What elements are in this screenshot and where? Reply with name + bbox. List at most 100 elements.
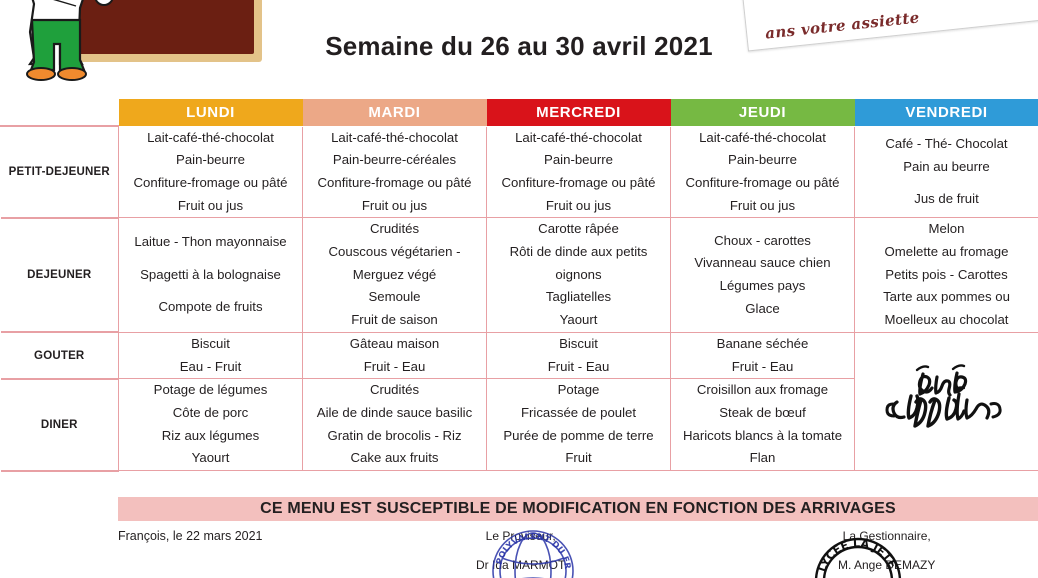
menu-item-line: Côte de porc [119,402,302,425]
footer: François, le 22 mars 2021 Le Proviseur, … [0,524,1038,576]
modification-notice: CE MENU EST SUSCEPTIBLE DE MODIFICATION … [118,497,1038,521]
menu-item-line: Banane séchée [671,333,854,356]
menu-item-line: Jus de fruit [855,188,1038,211]
menu-item-line [119,286,302,296]
meal-label-diner: DINER [1,379,119,471]
menu-item-line: Croisillon aux fromage [671,379,854,402]
menu-item-line: Yaourt [487,309,670,332]
day-header-lundi: LUNDI [119,99,303,127]
menu-item-line: Confiture-fromage ou pâté [303,172,486,195]
menu-item-line [855,178,1038,188]
meal-label-gouter: GOUTER [1,332,119,378]
day-header-mercredi: MERCREDI [487,99,671,127]
menu-item-line: Compote de fruits [119,296,302,319]
gestionnaire-name: M. Ange DEMAZY [838,558,935,572]
menu-item-line: Cake aux fruits [303,447,486,470]
signature-block-proviseur: Le Proviseur, Dr Ida MARMOT [476,529,565,572]
menu-item-line: Melon [855,218,1038,241]
menu-item-line: Purée de pomme de terre [487,425,670,448]
menu-item-line: Crudités [303,218,486,241]
menu-item-line: Moelleux au chocolat [855,309,1038,332]
menu-item-line: Potage de légumes [119,379,302,402]
menu-item-line: Tagliatelles [487,286,670,309]
menu-item-line: Légumes pays [671,275,854,298]
menu-item-line: Fruit de saison [303,309,486,332]
menu-item-line [119,254,302,264]
proviseur-name: Dr Ida MARMOT [476,558,565,572]
meal-label-dejeuner: DEJEUNER [1,218,119,333]
menu-item-line: Choux - carottes [671,230,854,253]
menu-item-line: Merguez végé [303,264,486,287]
proviseur-role: Le Proviseur, [486,529,556,543]
menu-item-line: Pain-beurre [487,149,670,172]
page-title: Semaine du 26 au 30 avril 2021 [0,31,1038,62]
menu-item-line: Fricassée de poulet [487,402,670,425]
gestionnaire-role: La Gestionnaire, [843,529,931,543]
signature-block-gestionnaire: La Gestionnaire, M. Ange DEMAZY [838,529,935,572]
menu-item-line: Tarte aux pommes ou [855,286,1038,309]
bon-appetit-script [855,360,1038,444]
menu-item-line: Riz aux légumes [119,425,302,448]
meal-label-petit-dejeuner: PETIT-DEJEUNER [1,126,119,218]
cell-vendredi-bon-appetit [855,332,1038,470]
menu-item-line: Steak de bœuf [671,402,854,425]
menu-item-line: Omelette au fromage [855,241,1038,264]
menu-item-line: Pain au beurre [855,156,1038,179]
table-corner-cell [1,99,119,127]
table-header-row: LUNDI MARDI MERCREDI JEUDI VENDREDI [1,99,1038,127]
menu-item-line: Semoule [303,286,486,309]
menu-item-line: Yaourt [119,447,302,470]
menu-item-line: Biscuit [119,333,302,356]
menu-item-line: Rôti de dinde aux petits [487,241,670,264]
menu-item-line: Crudités [303,379,486,402]
menu-item-line: Gâteau maison [303,333,486,356]
day-header-vendredi: VENDREDI [855,99,1038,127]
menu-table: LUNDI MARDI MERCREDI JEUDI VENDREDI PETI… [0,98,1038,472]
menu-item-line: Café - Thé- Chocolat [855,133,1038,156]
menu-item-line: Vivanneau sauce chien [671,252,854,275]
menu-item-line: Potage [487,379,670,402]
menu-item-line: Flan [671,447,854,470]
menu-item-line: Gratin de brocolis - Riz [303,425,486,448]
day-header-jeudi: JEUDI [671,99,855,127]
menu-item-line: Pain-beurre-céréales [303,149,486,172]
menu-item-line: Fruit - Eau [671,356,854,379]
menu-item-line: Confiture-fromage ou pâté [671,172,854,195]
menu-item-line: Fruit - Eau [303,356,486,379]
menu-item-line: Aile de dinde sauce basilic [303,402,486,425]
menu-item-line: Confiture-fromage ou pâté [119,172,302,195]
menu-item-line: Confiture-fromage ou pâté [487,172,670,195]
footer-date: François, le 22 mars 2021 [118,529,263,543]
menu-item-line: Fruit ou jus [671,195,854,218]
menu-item-line: Fruit ou jus [303,195,486,218]
menu-item-line: Lait-café-thé-chocolat [303,127,486,150]
menu-item-line: Couscous végétarien - [303,241,486,264]
menu-item-line: Fruit - Eau [487,356,670,379]
menu-item-line: Spagetti à la bolognaise [119,264,302,287]
menu-item-line: Lait-café-thé-chocolat [487,127,670,150]
menu-item-line: Fruit ou jus [487,195,670,218]
menu-item-line: Haricots blancs à la tomate [671,425,854,448]
menu-item-line: Eau - Fruit [119,356,302,379]
menu-item-line: Fruit ou jus [119,195,302,218]
